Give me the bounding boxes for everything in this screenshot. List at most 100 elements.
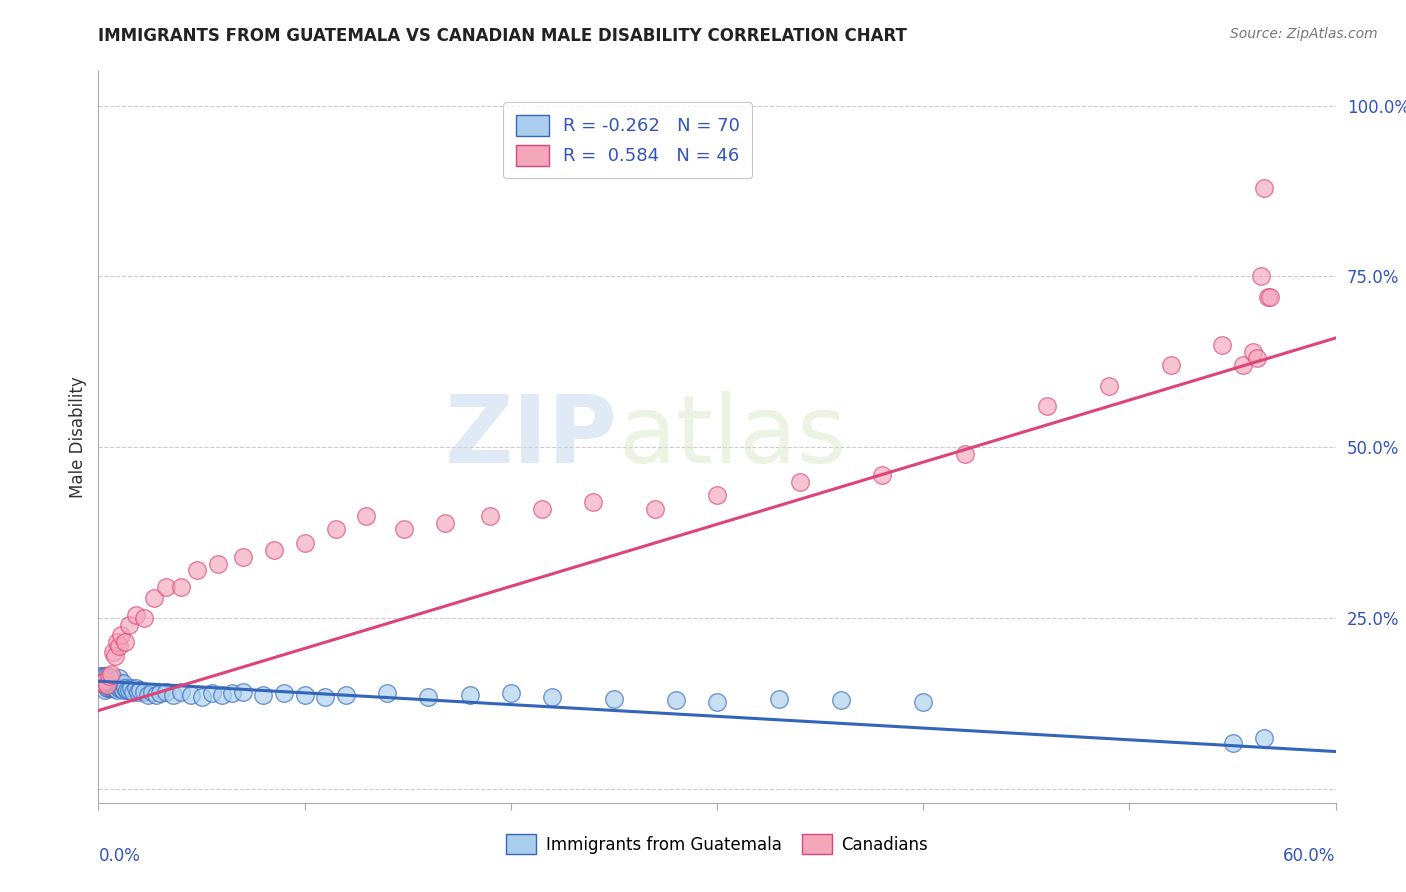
Point xyxy=(100,681,122,695)
Point xyxy=(93,669,115,683)
Point xyxy=(104,678,127,692)
Point xyxy=(294,688,316,702)
Point xyxy=(100,672,122,686)
Point xyxy=(1250,269,1272,284)
Point xyxy=(96,681,118,695)
Point xyxy=(114,635,136,649)
Point xyxy=(912,695,935,709)
Point xyxy=(89,669,111,683)
Point xyxy=(112,676,135,690)
Point xyxy=(263,542,285,557)
Point xyxy=(108,681,131,695)
Point xyxy=(93,683,115,698)
Point xyxy=(97,681,120,695)
Point xyxy=(91,676,114,690)
Point xyxy=(1253,180,1275,194)
Point xyxy=(870,467,893,482)
Point xyxy=(706,695,728,709)
Point xyxy=(91,676,114,690)
Point xyxy=(105,683,128,698)
Point xyxy=(155,685,177,699)
Point xyxy=(108,672,131,686)
Text: IMMIGRANTS FROM GUATEMALA VS CANADIAN MALE DISABILITY CORRELATION CHART: IMMIGRANTS FROM GUATEMALA VS CANADIAN MA… xyxy=(98,27,907,45)
Text: atlas: atlas xyxy=(619,391,846,483)
Text: ZIP: ZIP xyxy=(446,391,619,483)
Point xyxy=(1211,338,1233,352)
Point xyxy=(170,581,193,595)
Point xyxy=(190,690,212,704)
Point xyxy=(110,681,132,695)
Point xyxy=(768,692,790,706)
Point xyxy=(170,685,193,699)
Point xyxy=(118,683,141,698)
Point xyxy=(127,685,149,699)
Point xyxy=(375,686,398,700)
Point xyxy=(186,563,208,577)
Point xyxy=(1257,290,1279,304)
Point xyxy=(1232,359,1254,373)
Point xyxy=(458,688,481,702)
Point xyxy=(1258,290,1281,304)
Point xyxy=(155,581,177,595)
Point xyxy=(132,685,155,699)
Point xyxy=(108,676,131,690)
Point xyxy=(124,607,146,622)
Point xyxy=(1036,400,1059,414)
Point xyxy=(252,688,274,702)
Point xyxy=(207,557,229,571)
Point xyxy=(89,676,111,690)
Point xyxy=(112,683,135,698)
Text: Source: ZipAtlas.com: Source: ZipAtlas.com xyxy=(1230,27,1378,41)
Point xyxy=(479,508,502,523)
Point xyxy=(418,690,440,704)
Point xyxy=(149,686,172,700)
Point xyxy=(541,690,564,704)
Point xyxy=(294,536,316,550)
Point xyxy=(232,549,254,564)
Point xyxy=(93,676,115,690)
Point xyxy=(91,669,114,683)
Point xyxy=(221,686,243,700)
Point xyxy=(1160,359,1182,373)
Point xyxy=(93,674,115,689)
Point xyxy=(335,688,357,702)
Point xyxy=(100,676,122,690)
Point xyxy=(603,692,626,706)
Point xyxy=(180,688,202,702)
Point xyxy=(96,676,118,690)
Point xyxy=(97,672,120,686)
Legend: Immigrants from Guatemala, Canadians: Immigrants from Guatemala, Canadians xyxy=(499,828,935,860)
Text: 0.0%: 0.0% xyxy=(98,847,141,864)
Point xyxy=(101,676,124,690)
Point xyxy=(96,678,118,692)
Point xyxy=(644,501,666,516)
Point xyxy=(122,685,145,699)
Point xyxy=(1241,344,1264,359)
Point xyxy=(117,683,139,698)
Point xyxy=(232,685,254,699)
Point xyxy=(104,673,127,687)
Point xyxy=(162,688,184,702)
Point xyxy=(499,686,522,700)
Point xyxy=(530,501,553,516)
Y-axis label: Male Disability: Male Disability xyxy=(69,376,87,498)
Point xyxy=(582,495,605,509)
Point xyxy=(145,688,167,702)
Point xyxy=(1222,736,1244,750)
Point xyxy=(120,681,142,695)
Point xyxy=(89,676,111,690)
Point xyxy=(124,681,146,695)
Point xyxy=(325,522,347,536)
Point xyxy=(143,591,166,605)
Point xyxy=(118,618,141,632)
Point xyxy=(105,676,128,690)
Point xyxy=(108,639,131,653)
Point xyxy=(1098,379,1121,393)
Point xyxy=(789,475,811,489)
Point xyxy=(211,688,233,702)
Point xyxy=(273,686,295,700)
Point xyxy=(101,672,124,686)
Point xyxy=(1246,351,1268,366)
Point xyxy=(314,690,336,704)
Point xyxy=(104,648,127,663)
